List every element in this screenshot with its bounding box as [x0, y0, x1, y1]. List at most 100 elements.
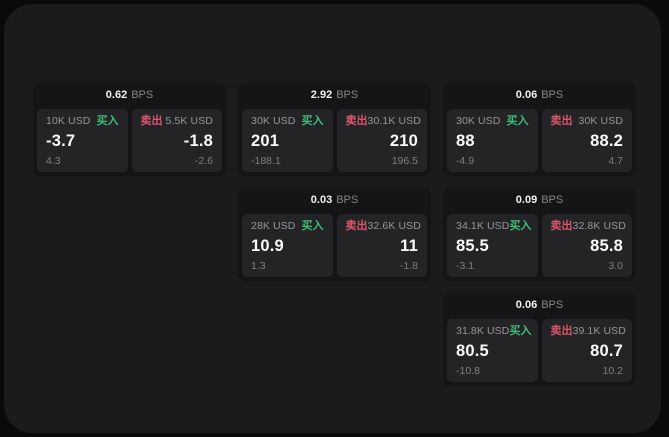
quote-card-grid: 0.62 BPS 10K USD 买入 -3.7 4.3 卖出 [33, 83, 636, 386]
sell-delta: -1.8 [399, 259, 418, 272]
buy-side-label: 买入 [301, 220, 324, 232]
card-header: 0.03 BPS [238, 188, 431, 211]
card-body: 30K USD 买入 201 -188.1 卖出 30.1K USD 210 1… [238, 106, 431, 176]
spread-value: 0.06 [515, 89, 538, 101]
buy-delta: -3.1 [456, 259, 475, 272]
buy-price: 80.5 [456, 342, 489, 360]
card-body: 10K USD 买入 -3.7 4.3 卖出 5.5K USD -1.8 -2.… [33, 106, 226, 176]
card-body: 34.1K USD 买入 85.5 -3.1 卖出 32.8K USD 85.8… [443, 211, 636, 281]
buy-side-label: 买入 [301, 115, 324, 127]
sell-price: 11 [400, 237, 418, 255]
sell-tile-top: 卖出 32.8K USD [550, 220, 626, 232]
spread-value: 2.92 [310, 89, 333, 101]
spread-value: 0.09 [515, 194, 538, 206]
card-header: 0.06 BPS [443, 83, 636, 106]
buy-tile-top: 31.8K USD 买入 [456, 325, 532, 337]
buy-side-label: 买入 [509, 325, 532, 337]
buy-tile-top: 30K USD 买入 [251, 116, 324, 127]
bps-label: BPS [336, 89, 359, 101]
buy-amount: 28K USD [251, 220, 296, 232]
buy-price: 10.9 [251, 237, 284, 255]
buy-tile[interactable]: 30K USD 买入 201 -188.1 [242, 109, 333, 172]
buy-tile-top: 28K USD 买入 [251, 221, 324, 232]
card-header: 0.62 BPS [33, 83, 226, 106]
bps-label: BPS [131, 89, 154, 101]
card-body: 31.8K USD 买入 80.5 -10.8 卖出 39.1K USD 80.… [443, 316, 636, 386]
buy-tile[interactable]: 31.8K USD 买入 80.5 -10.8 [447, 319, 538, 382]
sell-price: 85.8 [590, 237, 623, 255]
quote-card: 0.06 BPS 30K USD 买入 88 -4.9 卖出 [443, 83, 636, 176]
buy-tile[interactable]: 28K USD 买入 10.9 1.3 [242, 214, 333, 277]
sell-tile-top: 卖出 30K USD [551, 116, 624, 127]
sell-tile[interactable]: 卖出 30K USD 88.2 4.7 [541, 109, 632, 172]
sell-tile[interactable]: 卖出 32.8K USD 85.8 3.0 [541, 214, 632, 277]
buy-price: 85.5 [456, 237, 489, 255]
buy-amount: 10K USD [46, 115, 91, 127]
sell-tile[interactable]: 卖出 39.1K USD 80.7 10.2 [541, 319, 632, 382]
sell-amount: 30K USD [578, 115, 623, 127]
buy-tile[interactable]: 10K USD 买入 -3.7 4.3 [37, 109, 128, 172]
bps-label: BPS [336, 194, 359, 206]
card-header: 0.06 BPS [443, 293, 636, 316]
buy-tile[interactable]: 30K USD 买入 88 -4.9 [447, 109, 538, 172]
spread-value: 0.03 [310, 194, 333, 206]
card-body: 30K USD 买入 88 -4.9 卖出 30K USD 88.2 4.7 [443, 106, 636, 176]
buy-delta: 4.3 [46, 154, 61, 167]
buy-side-label: 买入 [96, 115, 119, 127]
sell-side-label: 卖出 [550, 325, 573, 337]
sell-side-label: 卖出 [140, 115, 163, 127]
buy-price: 201 [251, 132, 280, 150]
card-header: 2.92 BPS [238, 83, 431, 106]
buy-amount: 34.1K USD [456, 220, 510, 232]
sell-tile[interactable]: 卖出 30.1K USD 210 196.5 [336, 109, 427, 172]
sell-price: 80.7 [590, 342, 623, 360]
buy-delta: -10.8 [456, 364, 480, 377]
spread-value: 0.62 [105, 89, 128, 101]
quote-card: 0.09 BPS 34.1K USD 买入 85.5 -3.1 卖出 [443, 188, 636, 281]
buy-price: 88 [456, 132, 475, 150]
sell-side-label: 卖出 [550, 115, 573, 127]
buy-price: -3.7 [46, 132, 76, 150]
sell-price: 88.2 [590, 132, 623, 150]
sell-side-label: 卖出 [550, 220, 573, 232]
buy-amount: 30K USD [251, 115, 296, 127]
sell-tile-top: 卖出 39.1K USD [550, 325, 626, 337]
bps-label: BPS [541, 194, 564, 206]
sell-tile[interactable]: 卖出 5.5K USD -1.8 -2.6 [131, 109, 222, 172]
sell-delta: 3.0 [608, 259, 623, 272]
buy-tile[interactable]: 34.1K USD 买入 85.5 -3.1 [447, 214, 538, 277]
sell-amount: 39.1K USD [572, 325, 626, 337]
sell-amount: 30.1K USD [367, 115, 421, 127]
spread-value: 0.06 [515, 299, 538, 311]
sell-delta: 4.7 [608, 154, 623, 167]
sell-side-label: 卖出 [345, 115, 368, 127]
bps-label: BPS [541, 299, 564, 311]
sell-amount: 32.8K USD [572, 220, 626, 232]
card-header: 0.09 BPS [443, 188, 636, 211]
sell-tile-top: 卖出 5.5K USD [141, 116, 214, 127]
sell-tile[interactable]: 卖出 32.6K USD 11 -1.8 [336, 214, 427, 277]
buy-delta: -188.1 [251, 154, 281, 167]
sell-side-label: 卖出 [345, 220, 368, 232]
card-body: 28K USD 买入 10.9 1.3 卖出 32.6K USD 11 -1.8 [238, 211, 431, 281]
sell-tile-top: 卖出 30.1K USD [345, 115, 421, 127]
quote-card: 0.62 BPS 10K USD 买入 -3.7 4.3 卖出 [33, 83, 226, 176]
sell-delta: 196.5 [391, 154, 418, 167]
sell-delta: -2.6 [194, 154, 213, 167]
quote-card: 0.03 BPS 28K USD 买入 10.9 1.3 卖出 [238, 188, 431, 281]
buy-tile-top: 34.1K USD 买入 [456, 220, 532, 232]
buy-delta: 1.3 [251, 259, 266, 272]
buy-tile-top: 30K USD 买入 [456, 116, 529, 127]
buy-side-label: 买入 [509, 220, 532, 232]
quote-card: 0.06 BPS 31.8K USD 买入 80.5 -10.8 卖 [443, 293, 636, 386]
sell-amount: 32.6K USD [367, 220, 421, 232]
buy-side-label: 买入 [506, 115, 529, 127]
sell-delta: 10.2 [602, 364, 623, 377]
main-panel: 0.62 BPS 10K USD 买入 -3.7 4.3 卖出 [4, 4, 661, 433]
sell-tile-top: 卖出 32.6K USD [345, 220, 421, 232]
buy-amount: 30K USD [456, 115, 501, 127]
sell-price: -1.8 [183, 132, 213, 150]
bps-label: BPS [541, 89, 564, 101]
sell-price: 210 [389, 132, 418, 150]
